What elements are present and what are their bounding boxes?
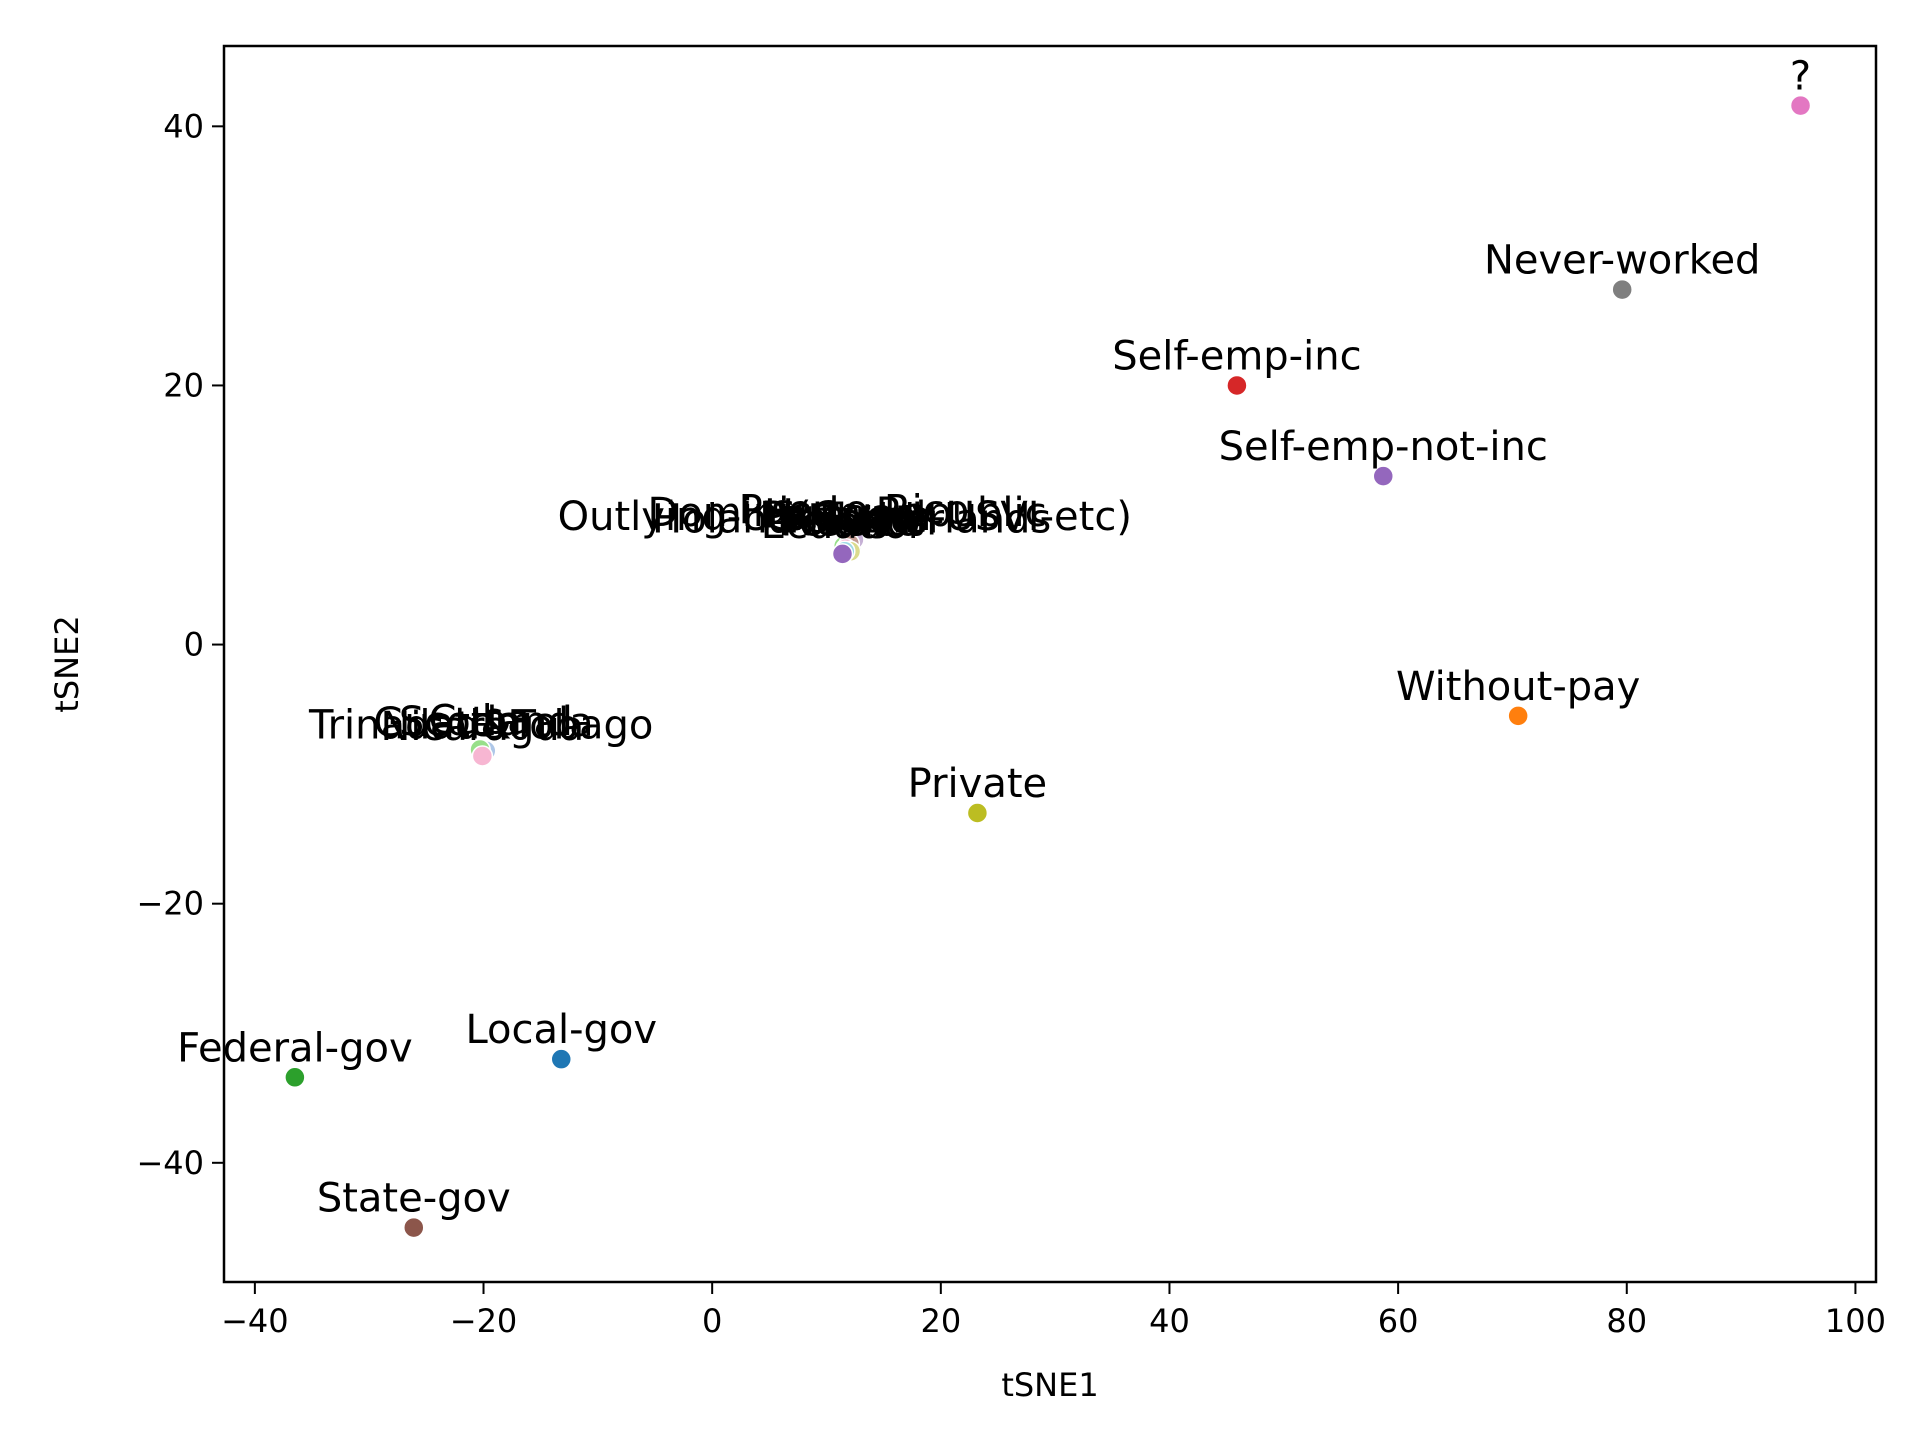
point-label: Ecuador	[761, 502, 925, 548]
point-label: Without-pay	[1396, 664, 1640, 710]
point-label: Dominican-Republic	[648, 490, 1047, 536]
point-label: Outlying-US(Guam-USVI-etc)	[558, 494, 1132, 540]
scatter-point	[1226, 374, 1248, 397]
point-label: Private	[908, 761, 1047, 807]
x-tick-label: 0	[702, 1302, 722, 1340]
scatter-point	[1372, 465, 1395, 487]
scatter-point	[1611, 278, 1633, 301]
point-label: Local-gov	[465, 1007, 657, 1053]
x-tick-label: 60	[1378, 1302, 1419, 1340]
x-tick-label: −40	[221, 1302, 289, 1340]
point-label: Poland	[778, 499, 912, 545]
x-tick-label: 40	[1149, 1302, 1190, 1340]
x-tick-label: 80	[1606, 1302, 1647, 1340]
plot-frame	[222, 44, 1878, 1284]
scatter-point	[550, 1048, 573, 1070]
point-labels: ? Never-worked Self-emp-inc Self-emp-not-in…	[177, 54, 1811, 1222]
point-label: Portugal	[761, 494, 927, 540]
point-label: Self-emp-inc	[1112, 333, 1361, 379]
scatter-point	[284, 1066, 306, 1089]
point-label: Holand-Netherlands	[652, 497, 1051, 543]
point-label: Self-emp-not-inc	[1219, 424, 1548, 470]
y-tick-label: 40	[163, 107, 204, 145]
point-label: Ireland	[777, 497, 915, 543]
point-label: Cuba	[428, 698, 531, 744]
point-label: Guatemala	[373, 700, 593, 746]
point-label: ?	[1790, 54, 1811, 100]
point-label: State-gov	[317, 1176, 511, 1222]
point-label: Mexico	[781, 499, 921, 545]
y-tick-label: −20	[136, 885, 204, 923]
point-label: Nicaragua	[381, 704, 585, 750]
x-tick-label: 20	[920, 1302, 961, 1340]
x-axis-label: tSNE1	[1001, 1366, 1098, 1404]
y-axis-label: tSNE2	[48, 615, 86, 712]
y-tick-label: 0	[184, 626, 204, 664]
axis-ticks: −40 −20 0 20 40 60 80 100 −40 −20 0 20 40	[136, 107, 1885, 1340]
point-label: Federal-gov	[177, 1025, 412, 1071]
point-label: Never-worked	[1484, 238, 1761, 284]
scatter-point	[1789, 94, 1812, 117]
scatter-point	[1507, 705, 1529, 727]
y-tick-label: −40	[136, 1144, 204, 1182]
point-label: Puerto-Rico	[739, 488, 970, 534]
scatter-point	[471, 745, 494, 767]
scatter-point	[831, 543, 854, 565]
x-tick-label: −20	[450, 1302, 518, 1340]
data-points	[284, 94, 1812, 1239]
y-tick-label: 20	[163, 366, 204, 404]
x-tick-label: 100	[1825, 1302, 1886, 1340]
point-label: Scotland	[399, 699, 573, 745]
scatter-point	[966, 802, 989, 824]
scatter-point	[403, 1216, 425, 1239]
point-label: Hungary	[764, 492, 935, 538]
point-label: Trinadad&Tobago	[308, 703, 653, 749]
